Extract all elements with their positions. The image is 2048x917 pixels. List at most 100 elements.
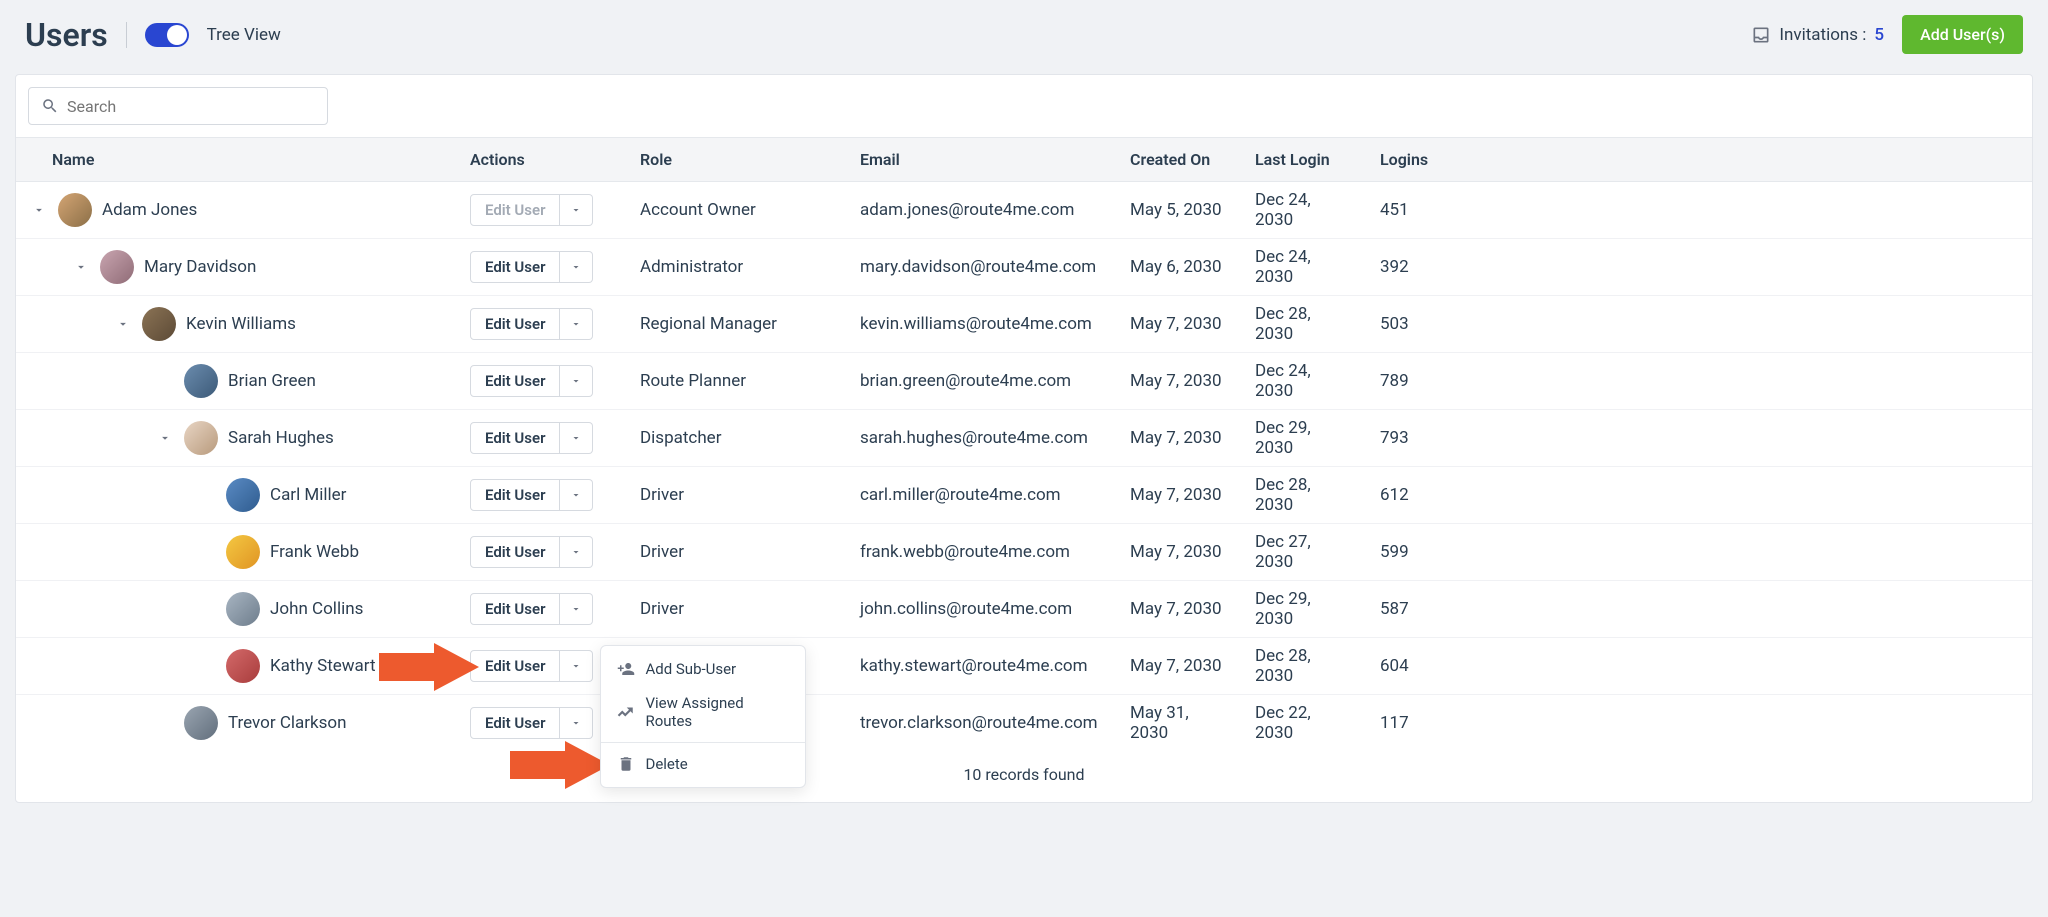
last-login-cell: Dec 28, 2030 [1241, 296, 1366, 353]
action-buttons: Edit User [470, 308, 593, 340]
role-cell: Route Planner [626, 353, 846, 410]
email-cell: kathy.stewart@route4me.com [846, 638, 1116, 695]
menu-view-routes[interactable]: View Assigned Routes [601, 686, 805, 738]
user-name: Kathy Stewart [270, 656, 376, 676]
page-header: Users Tree View Invitations : 5 Add User… [15, 15, 2033, 54]
last-login-cell: Dec 24, 2030 [1241, 353, 1366, 410]
edit-user-button[interactable]: Edit User [470, 308, 560, 340]
user-name: Brian Green [228, 371, 316, 391]
expand-chevron[interactable] [72, 260, 90, 274]
name-cell: Sarah Hughes [30, 421, 442, 455]
row-actions-dropdown[interactable] [560, 707, 593, 739]
row-actions-dropdown[interactable] [560, 365, 593, 397]
menu-add-sub-user[interactable]: Add Sub-User [601, 652, 805, 686]
expand-chevron[interactable] [30, 203, 48, 217]
search-box[interactable] [28, 87, 328, 125]
search-input[interactable] [67, 97, 315, 116]
invitations-count: 5 [1874, 25, 1884, 45]
action-buttons: Edit User [470, 536, 593, 568]
logins-cell: 117 [1366, 695, 2032, 752]
email-cell: sarah.hughes@route4me.com [846, 410, 1116, 467]
logins-cell: 599 [1366, 524, 2032, 581]
vertical-divider [126, 22, 127, 48]
role-cell: Account Owner [626, 182, 846, 239]
table-row: Sarah HughesEdit UserDispatchersarah.hug… [16, 410, 2032, 467]
user-name: John Collins [270, 599, 363, 619]
col-actions: Actions [456, 138, 626, 182]
table-row: Brian Green Edit User Route Plannerbrian.g… [16, 353, 2032, 410]
inbox-icon [1751, 25, 1771, 45]
row-actions-dropdown[interactable] [560, 593, 593, 625]
table-header-row: Name Actions Role Email Created On Last … [16, 138, 2032, 182]
logins-cell: 392 [1366, 239, 2032, 296]
menu-delete[interactable]: Delete [601, 747, 805, 781]
role-cell: Driver [626, 581, 846, 638]
col-logins: Logins [1366, 138, 2032, 182]
edit-user-button[interactable]: Edit User [470, 707, 560, 739]
search-wrap [16, 75, 2032, 137]
edit-user-button[interactable]: Edit User [470, 251, 560, 283]
user-name: Carl Miller [270, 485, 346, 505]
edit-user-button[interactable]: Edit User [470, 536, 560, 568]
logins-cell: 604 [1366, 638, 2032, 695]
email-cell: carl.miller@route4me.com [846, 467, 1116, 524]
action-buttons: Edit User [470, 650, 593, 682]
name-cell: Frank Webb [30, 535, 442, 569]
last-login-cell: Dec 29, 2030 [1241, 581, 1366, 638]
edit-user-button[interactable]: Edit User [470, 650, 560, 682]
name-cell: Mary Davidson [30, 250, 442, 284]
menu-add-sub-user-label: Add Sub-User [645, 660, 736, 678]
edit-user-button[interactable]: Edit User [470, 479, 560, 511]
row-actions-dropdown[interactable] [560, 308, 593, 340]
avatar [226, 649, 260, 683]
name-cell: Kevin Williams [30, 307, 442, 341]
action-buttons: Edit User [470, 593, 593, 625]
created-cell: May 31, 2030 [1116, 695, 1241, 752]
avatar [226, 535, 260, 569]
table-row: Frank WebbEdit UserDriverfrank.webb@rout… [16, 524, 2032, 581]
email-cell: john.collins@route4me.com [846, 581, 1116, 638]
action-buttons: Edit User [470, 479, 593, 511]
avatar [184, 706, 218, 740]
avatar [226, 592, 260, 626]
logins-cell: 612 [1366, 467, 2032, 524]
last-login-cell: Dec 22, 2030 [1241, 695, 1366, 752]
table-row: Adam JonesEdit UserAccount Owneradam.jon… [16, 182, 2032, 239]
table-row: Mary DavidsonEdit UserAdministratormary.… [16, 239, 2032, 296]
action-buttons: Edit User [470, 707, 593, 739]
user-name: Adam Jones [102, 200, 197, 220]
page-title: Users [25, 16, 108, 54]
edit-user-button[interactable]: Edit User [470, 593, 560, 625]
table-row: Trevor ClarksonEdit Usertrevor.clarkson@… [16, 695, 2032, 752]
row-actions-dropdown[interactable] [560, 194, 593, 226]
name-cell: Trevor Clarkson [30, 706, 442, 740]
last-login-cell: Dec 29, 2030 [1241, 410, 1366, 467]
row-actions-dropdown[interactable] [560, 536, 593, 568]
col-name: Name [16, 138, 456, 182]
table-row: Carl MillerEdit UserDrivercarl.miller@ro… [16, 467, 2032, 524]
last-login-cell: Dec 27, 2030 [1241, 524, 1366, 581]
tree-view-label: Tree View [207, 25, 281, 45]
expand-chevron[interactable] [156, 431, 174, 445]
created-cell: May 7, 2030 [1116, 524, 1241, 581]
records-found: 10 records found [16, 751, 2032, 802]
invitations-link[interactable]: Invitations : 5 [1751, 25, 1884, 45]
created-cell: May 7, 2030 [1116, 638, 1241, 695]
row-actions-dropdown[interactable] [560, 251, 593, 283]
edit-user-button[interactable]: Edit User [470, 365, 560, 397]
action-buttons: Edit User [470, 365, 593, 397]
tree-view-toggle[interactable] [145, 23, 189, 47]
created-cell: May 5, 2030 [1116, 182, 1241, 239]
row-actions-dropdown[interactable] [560, 650, 593, 682]
created-cell: May 7, 2030 [1116, 296, 1241, 353]
person-add-icon [617, 660, 635, 678]
row-actions-dropdown[interactable] [560, 422, 593, 454]
row-actions-dropdown[interactable] [560, 479, 593, 511]
expand-chevron[interactable] [114, 317, 132, 331]
edit-user-button[interactable]: Edit User [470, 422, 560, 454]
row-actions-menu: Add Sub-User View Assigned Routes Delete [600, 645, 806, 788]
email-cell: frank.webb@route4me.com [846, 524, 1116, 581]
table-row: Kathy Stewart Edit User kathy.stewart@rout… [16, 638, 2032, 695]
add-user-button[interactable]: Add User(s) [1902, 15, 2023, 54]
email-cell: brian.green@route4me.com [846, 353, 1116, 410]
